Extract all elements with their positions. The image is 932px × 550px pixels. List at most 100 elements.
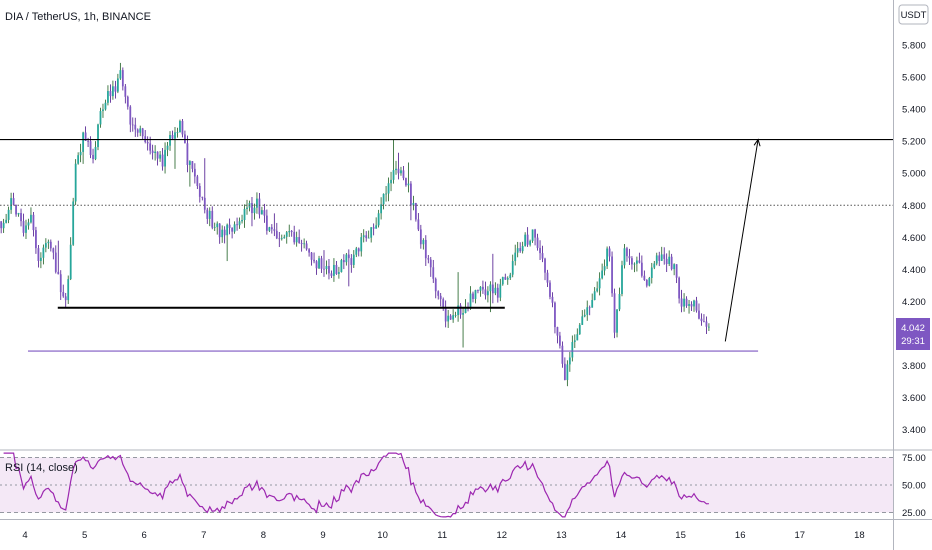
candle-body xyxy=(626,248,628,257)
candle-body xyxy=(496,287,499,298)
candle-body xyxy=(112,86,114,97)
candle-body xyxy=(335,264,338,274)
candle-body xyxy=(501,277,504,285)
candle-body xyxy=(179,121,181,133)
candle-body xyxy=(414,202,417,220)
time-tick-label: 8 xyxy=(261,530,266,541)
time-tick-label: 12 xyxy=(497,530,508,541)
candle-body xyxy=(146,141,149,144)
candle-body xyxy=(613,293,616,333)
candle-body xyxy=(37,248,40,261)
rsi-tick-label: 50.00 xyxy=(902,481,926,492)
candle-body xyxy=(283,236,286,239)
candle-body xyxy=(360,237,363,252)
candle-body xyxy=(663,254,666,259)
candle-body xyxy=(184,134,186,144)
candle-body xyxy=(258,198,261,215)
candle-body xyxy=(395,168,397,171)
candle-body xyxy=(275,230,278,239)
candle-body xyxy=(27,222,30,226)
candle-body xyxy=(444,308,447,322)
candle-body xyxy=(429,259,432,268)
currency-button[interactable]: USDT xyxy=(898,4,929,25)
candle-body xyxy=(114,86,117,92)
candle-body xyxy=(139,128,142,133)
time-axis[interactable]: 4 5 6 7 8 9 10 11 12 13 14 15 16 17 18 xyxy=(22,530,864,541)
candle-body xyxy=(2,222,5,229)
bar-countdown: 29:31 xyxy=(901,336,925,347)
candle-body xyxy=(116,78,119,92)
candle-body xyxy=(203,197,206,210)
candle-body xyxy=(59,274,62,293)
candle-body xyxy=(288,231,291,233)
rsi-label[interactable]: RSI (14, close) xyxy=(5,462,78,474)
candle-body xyxy=(84,132,87,141)
arrow-head xyxy=(753,138,761,147)
candle-body xyxy=(35,230,37,249)
candle-body xyxy=(213,227,216,228)
candle-body xyxy=(77,155,80,164)
price-tick-label: 4.800 xyxy=(902,201,926,212)
candle-body xyxy=(571,342,574,358)
candle-body xyxy=(556,327,559,336)
candle-body xyxy=(526,234,529,245)
candle-body xyxy=(479,286,482,291)
candle-body xyxy=(72,201,75,245)
candle-body xyxy=(355,248,358,255)
rsi-axis: 75.00 50.00 25.00 xyxy=(902,453,926,519)
candle-body xyxy=(345,254,348,263)
time-tick-label: 14 xyxy=(616,530,627,541)
main-pane[interactable] xyxy=(0,0,893,450)
rsi-tick-label: 75.00 xyxy=(902,453,926,464)
price-tick-label: 4.600 xyxy=(902,233,926,244)
candle-body xyxy=(131,124,134,126)
candle-body xyxy=(169,135,171,146)
candle-body xyxy=(568,357,571,365)
candle-body xyxy=(315,261,318,269)
candle-body xyxy=(141,128,144,137)
price-tick-label: 3.400 xyxy=(902,425,926,436)
candle-body xyxy=(407,183,410,186)
candle-body xyxy=(188,161,191,165)
candle-body xyxy=(576,334,579,341)
candle-body xyxy=(325,266,328,270)
candle-body xyxy=(226,224,229,236)
candle-body xyxy=(573,340,576,343)
candle-body xyxy=(551,296,554,303)
candle-body xyxy=(703,321,705,322)
candle-body xyxy=(424,239,427,259)
candle-body xyxy=(30,214,32,223)
candle-body xyxy=(228,224,231,228)
candle-body xyxy=(633,263,636,265)
candle-body xyxy=(206,209,209,219)
candle-body xyxy=(22,221,25,233)
time-tick-label: 18 xyxy=(854,530,865,541)
candle-body xyxy=(149,143,152,151)
candle-body xyxy=(347,254,350,259)
price-axis[interactable]: 5.800 5.600 5.400 5.200 5.000 4.800 4.600 4.400… xyxy=(902,41,926,437)
candle-body xyxy=(238,221,241,226)
candle-body xyxy=(15,204,17,215)
candle-body xyxy=(74,163,77,202)
candle-body xyxy=(20,213,22,222)
candle-body xyxy=(536,237,539,248)
candle-body xyxy=(32,214,35,231)
candle-body xyxy=(159,154,161,159)
candle-body xyxy=(635,260,638,264)
candle-body xyxy=(293,231,296,243)
candle-body xyxy=(268,227,271,231)
candle-body xyxy=(432,267,435,279)
candle-body xyxy=(370,227,373,238)
candle-body xyxy=(693,300,695,307)
time-tick-label: 6 xyxy=(142,530,147,541)
candle-body xyxy=(10,198,12,210)
time-tick-label: 4 xyxy=(22,530,27,541)
candle-body xyxy=(69,244,72,280)
candle-body xyxy=(337,272,340,274)
candle-body xyxy=(640,262,643,276)
currency-label[interactable]: USDT xyxy=(901,10,927,21)
candle-body xyxy=(280,238,283,240)
candle-body xyxy=(529,240,532,245)
candle-body xyxy=(417,219,420,230)
